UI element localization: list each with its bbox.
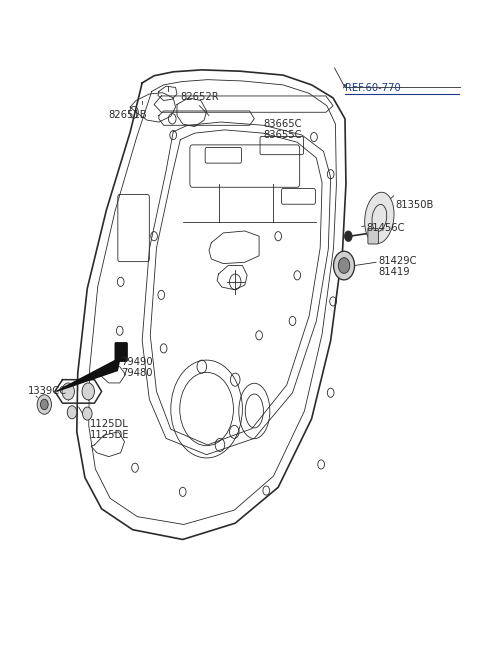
Text: 1125DL: 1125DL: [90, 419, 129, 428]
Text: 79480: 79480: [120, 367, 152, 378]
Text: 1339CC: 1339CC: [28, 386, 67, 396]
FancyBboxPatch shape: [115, 343, 127, 362]
Text: 1125DE: 1125DE: [90, 430, 129, 440]
Text: 81456C: 81456C: [366, 223, 405, 233]
Text: REF.60-770: REF.60-770: [345, 83, 401, 93]
Polygon shape: [56, 356, 124, 392]
Text: 83655C: 83655C: [263, 130, 301, 140]
Circle shape: [83, 407, 92, 420]
Circle shape: [338, 257, 350, 273]
Text: 83665C: 83665C: [263, 119, 301, 128]
Text: 81419: 81419: [378, 267, 410, 276]
FancyBboxPatch shape: [368, 229, 378, 244]
Circle shape: [82, 383, 95, 400]
Ellipse shape: [365, 192, 394, 244]
Circle shape: [37, 395, 51, 414]
Text: 82652R: 82652R: [180, 92, 219, 102]
Text: 81429C: 81429C: [378, 255, 417, 265]
Circle shape: [62, 383, 74, 400]
Circle shape: [334, 251, 355, 280]
Text: 79490: 79490: [120, 356, 152, 367]
Circle shape: [40, 400, 48, 409]
Circle shape: [345, 231, 352, 242]
Text: 81350B: 81350B: [395, 200, 433, 210]
Circle shape: [67, 405, 77, 419]
Text: 82651B: 82651B: [108, 110, 147, 120]
